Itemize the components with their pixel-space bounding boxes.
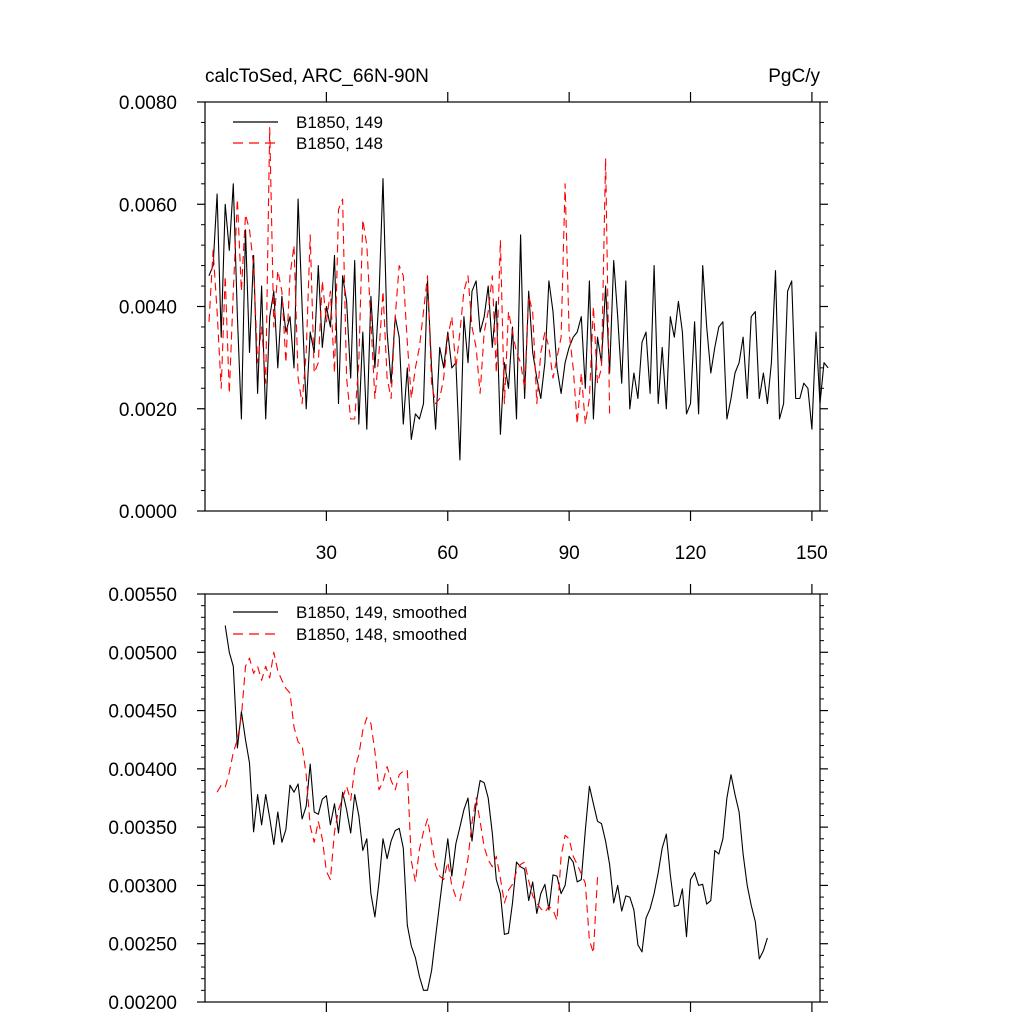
bottom-panel: 0.00200 0.00250 0.00300 0.00350 0.00400 0.004… xyxy=(108,584,828,1014)
legend-label-b1850-148: B1850, 148 xyxy=(296,134,383,153)
y-tick-label: 0.0020 xyxy=(119,400,177,421)
legend-label-b1850-148-smoothed: B1850, 148, smoothed xyxy=(296,625,467,644)
bottom-panel-legend: B1850, 149, smoothed B1850, 148, smoothe… xyxy=(233,603,467,644)
y-tick-label: 0.00450 xyxy=(108,702,177,723)
top-panel-title: calcToSed, ARC_66N-90N xyxy=(205,66,429,87)
series-line-b1850-148-smoothed xyxy=(216,651,602,954)
series-line-b1850-149-smoothed xyxy=(224,625,768,991)
y-tick-label: 0.00400 xyxy=(108,760,177,781)
y-tick-label: 0.00200 xyxy=(108,993,177,1014)
plot-frame xyxy=(204,101,821,512)
legend-label-b1850-149-smoothed: B1850, 149, smoothed xyxy=(296,603,467,622)
plot-frame xyxy=(204,593,821,1003)
top-panel-axes: 0.0000 0.0020 0.0040 0.0060 0.0080 30 60 90 120 1… xyxy=(119,92,828,564)
bottom-panel-series xyxy=(216,625,768,991)
series-line-b1850-149 xyxy=(208,178,829,461)
y-tick-label: 0.00250 xyxy=(108,935,177,956)
y-tick-label: 0.00550 xyxy=(108,585,177,606)
y-tick-label: 0.0080 xyxy=(119,93,177,114)
series-line-b1850-148 xyxy=(208,127,611,425)
bottom-panel-axes: 0.00200 0.00250 0.00300 0.00350 0.00400 0.004… xyxy=(108,584,828,1014)
top-panel-legend: B1850, 149 B1850, 148 xyxy=(233,113,383,153)
y-tick-label: 0.0000 xyxy=(119,502,177,523)
top-panel: calcToSed, ARC_66N-90N PgC/y 0.0000 0.002… xyxy=(119,66,829,564)
x-tick-label: 120 xyxy=(675,543,707,564)
top-panel-series xyxy=(208,127,829,461)
x-tick-label: 90 xyxy=(559,543,580,564)
y-tick-label: 0.0040 xyxy=(119,298,177,319)
top-panel-units: PgC/y xyxy=(768,66,820,87)
x-tick-label: 30 xyxy=(316,543,337,564)
y-tick-label: 0.00300 xyxy=(108,876,177,897)
x-tick-label: 150 xyxy=(796,543,828,564)
x-tick-label: 60 xyxy=(437,543,458,564)
legend-label-b1850-149: B1850, 149 xyxy=(296,113,383,132)
y-tick-label: 0.00500 xyxy=(108,643,177,664)
y-tick-label: 0.0060 xyxy=(119,195,177,216)
y-tick-label: 0.00350 xyxy=(108,818,177,839)
